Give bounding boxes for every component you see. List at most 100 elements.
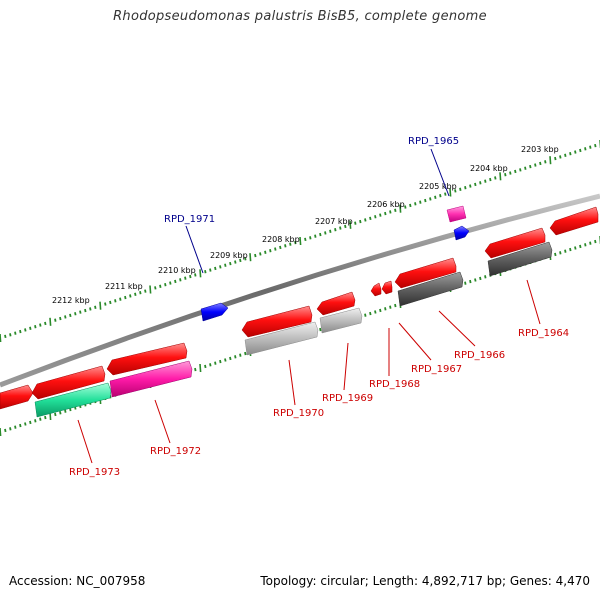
upper-scale-minor-tick xyxy=(224,263,227,267)
gene-block-green[interactable] xyxy=(34,382,112,418)
upper-scale-minor-tick xyxy=(134,292,137,297)
gene-block-red-1[interactable] xyxy=(0,384,34,410)
upper-scale-minor-tick xyxy=(359,219,362,224)
lower-scale-minor-tick xyxy=(484,275,487,279)
upper-scale-minor-tick xyxy=(509,171,512,175)
lower-scale-minor-tick xyxy=(394,303,397,308)
leader-rpd-1967 xyxy=(398,322,432,361)
upper-scale-minor-tick xyxy=(239,258,242,263)
upper-scale-minor-tick xyxy=(554,156,557,161)
gene-block-gray-dark-1[interactable] xyxy=(397,271,464,307)
upper-scale-major-tick xyxy=(399,204,402,213)
gene-block-red-5[interactable] xyxy=(316,291,356,316)
gene-block-gray-dark-2[interactable] xyxy=(487,241,553,277)
scale-label-2203: 2203 kbp xyxy=(521,145,559,154)
upper-scale-minor-tick xyxy=(34,325,37,329)
upper-scale-minor-tick xyxy=(409,203,412,208)
gene-block-gray-light-1[interactable] xyxy=(244,321,319,356)
gene-block-red-8[interactable] xyxy=(394,257,457,289)
lower-scale-minor-tick xyxy=(374,310,377,314)
lower-scale-minor-tick xyxy=(54,412,57,417)
genome-backbone xyxy=(0,193,600,388)
label-rpd-1972: RPD_1972 xyxy=(150,446,201,457)
upper-scale-minor-tick xyxy=(119,297,122,301)
upper-scale-minor-tick xyxy=(374,215,377,219)
upper-scale-minor-tick xyxy=(264,250,267,254)
lower-scale-minor-tick xyxy=(39,417,42,421)
upper-scale-minor-tick xyxy=(579,148,582,153)
gene-rpd-1965-pink-box[interactable] xyxy=(446,205,467,223)
genome-summary-label: Topology: circular; Length: 4,892,717 bp… xyxy=(260,574,590,588)
upper-scale-minor-tick xyxy=(214,266,217,271)
lower-scale-minor-tick xyxy=(364,313,367,317)
lower-scale-minor-tick xyxy=(219,359,222,364)
upper-scale-track xyxy=(0,140,600,343)
upper-scale-minor-tick xyxy=(454,189,457,193)
upper-scale-major-tick xyxy=(249,253,252,262)
upper-scale-minor-tick xyxy=(194,273,197,277)
scale-label-2205: 2205 kbp xyxy=(419,182,457,191)
upper-scale-minor-tick xyxy=(184,276,187,280)
lower-scale-minor-tick xyxy=(464,281,467,285)
scale-label-2206: 2206 kbp xyxy=(367,200,405,209)
gene-block-red-3[interactable] xyxy=(106,342,188,376)
gene-block-magenta[interactable] xyxy=(109,360,193,398)
scale-label-2212: 2212 kbp xyxy=(52,296,90,305)
gene-block-red-2[interactable] xyxy=(31,365,106,400)
upper-scale-minor-tick xyxy=(354,221,357,225)
upper-scale-minor-tick xyxy=(544,160,547,164)
upper-scale-minor-tick xyxy=(309,236,312,240)
upper-scale-minor-tick xyxy=(524,166,527,170)
scale-label-2209: 2209 kbp xyxy=(210,251,248,260)
lower-scale-major-tick xyxy=(0,427,2,437)
gene-block-red-6[interactable] xyxy=(370,282,382,297)
leader-rpd-1966 xyxy=(438,310,476,347)
upper-scale-minor-tick xyxy=(254,253,257,258)
upper-scale-minor-tick xyxy=(244,257,247,261)
lower-scale-minor-tick xyxy=(29,420,32,425)
gene-rpd-1965-arrow[interactable] xyxy=(453,225,470,241)
upper-scale-minor-tick xyxy=(474,182,477,187)
upper-scale-minor-tick xyxy=(14,331,17,335)
upper-scale-minor-tick xyxy=(344,224,347,229)
upper-scale-minor-tick xyxy=(459,187,462,191)
gene-block-red-7[interactable] xyxy=(381,280,393,295)
upper-scale-minor-tick xyxy=(514,169,517,174)
upper-scale-minor-tick xyxy=(404,205,407,209)
upper-scale-minor-tick xyxy=(174,279,177,284)
upper-scale-minor-tick xyxy=(304,237,307,242)
gene-rpd-1971-arrow[interactable] xyxy=(200,302,229,322)
upper-scale-minor-tick xyxy=(24,328,27,332)
lower-scale-minor-tick xyxy=(569,247,572,252)
gene-block-red-10[interactable] xyxy=(549,206,599,236)
upper-scale-minor-tick xyxy=(594,143,597,148)
upper-scale-minor-tick xyxy=(89,307,92,311)
gene-block-red-9[interactable] xyxy=(484,227,546,259)
upper-scale-minor-tick xyxy=(234,260,237,264)
upper-scale-minor-tick xyxy=(529,164,532,169)
upper-scale-minor-tick xyxy=(564,153,567,157)
upper-scale-minor-tick xyxy=(484,179,487,183)
lower-scale-minor-tick xyxy=(9,427,12,431)
scale-label-2207: 2207 kbp xyxy=(315,217,353,226)
upper-scale-major-tick xyxy=(499,172,502,181)
lower-scale-minor-tick xyxy=(474,278,477,282)
upper-scale-minor-tick xyxy=(274,247,277,251)
leader-rpd-1964 xyxy=(526,279,541,325)
upper-scale-major-tick xyxy=(0,333,2,343)
upper-scale-minor-tick xyxy=(364,218,367,222)
upper-scale-minor-tick xyxy=(429,197,432,201)
lower-scale-minor-tick xyxy=(24,422,27,426)
upper-scale-major-tick xyxy=(199,269,202,278)
scale-label-2211: 2211 kbp xyxy=(105,282,143,291)
upper-scale-minor-tick xyxy=(339,226,342,230)
upper-scale-minor-tick xyxy=(559,155,562,159)
gene-block-red-4[interactable] xyxy=(241,305,313,338)
upper-scale-minor-tick xyxy=(504,173,507,177)
upper-scale-minor-tick xyxy=(574,150,577,154)
upper-scale-major-tick xyxy=(349,220,352,229)
leader-rpd-1969 xyxy=(343,342,349,391)
gene-block-gray-light-2[interactable] xyxy=(319,307,363,334)
label-rpd-1970: RPD_1970 xyxy=(273,408,324,419)
upper-scale-minor-tick xyxy=(394,208,397,212)
